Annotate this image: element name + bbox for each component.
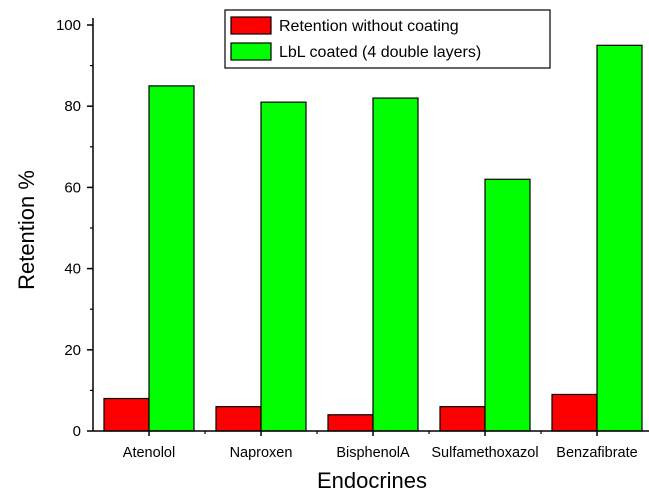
legend-swatch-without-coating [230, 16, 272, 35]
axes-layer [87, 18, 649, 436]
x-category-label: Naproxen [230, 445, 293, 461]
bar-without-coating-naproxen [215, 406, 262, 432]
bar-without-coating-atenolol [103, 397, 150, 432]
bar-without-coating-benzafibrate [551, 393, 598, 432]
y-tick-label: 0 [73, 423, 81, 440]
y-tick-label: 60 [64, 179, 81, 196]
bar-lbl-coated-benzafibrate [596, 44, 643, 432]
x-category-label: Sulfamethoxazol [431, 445, 538, 461]
y-axis-title: Retention % [14, 170, 39, 290]
legend-label-lbl-coated: LbL coated (4 double layers) [279, 44, 481, 61]
bar-without-coating-sulfamethoxazol [439, 406, 486, 432]
y-tick-label: 20 [64, 342, 81, 359]
bar-without-coating-bisphenola [327, 414, 374, 432]
y-tick-label: 80 [64, 98, 81, 115]
x-category-label: Atenolol [123, 445, 175, 461]
x-category-label: Benzafibrate [556, 445, 637, 461]
bars-layer [103, 44, 643, 432]
bar-lbl-coated-bisphenola [372, 97, 419, 432]
labels-layer: 0 20 40 60 80 100 Atenolol Naproxen BisphenolA Su… [56, 17, 638, 461]
legend-box [224, 9, 551, 69]
bar-lbl-coated-atenolol [148, 85, 195, 432]
bar-lbl-coated-sulfamethoxazol [484, 178, 531, 432]
y-tick-label: 100 [56, 17, 81, 34]
y-tick-label: 40 [64, 261, 81, 278]
legend-label-without-coating: Retention without coating [279, 18, 459, 35]
x-category-label: BisphenolA [336, 445, 410, 461]
bar-lbl-coated-naproxen [260, 101, 307, 432]
legend-swatch-lbl-coated [230, 42, 272, 61]
x-axis-title: Endocrines [317, 468, 427, 493]
legend: Retention without coating LbL coated (4 … [224, 9, 551, 69]
